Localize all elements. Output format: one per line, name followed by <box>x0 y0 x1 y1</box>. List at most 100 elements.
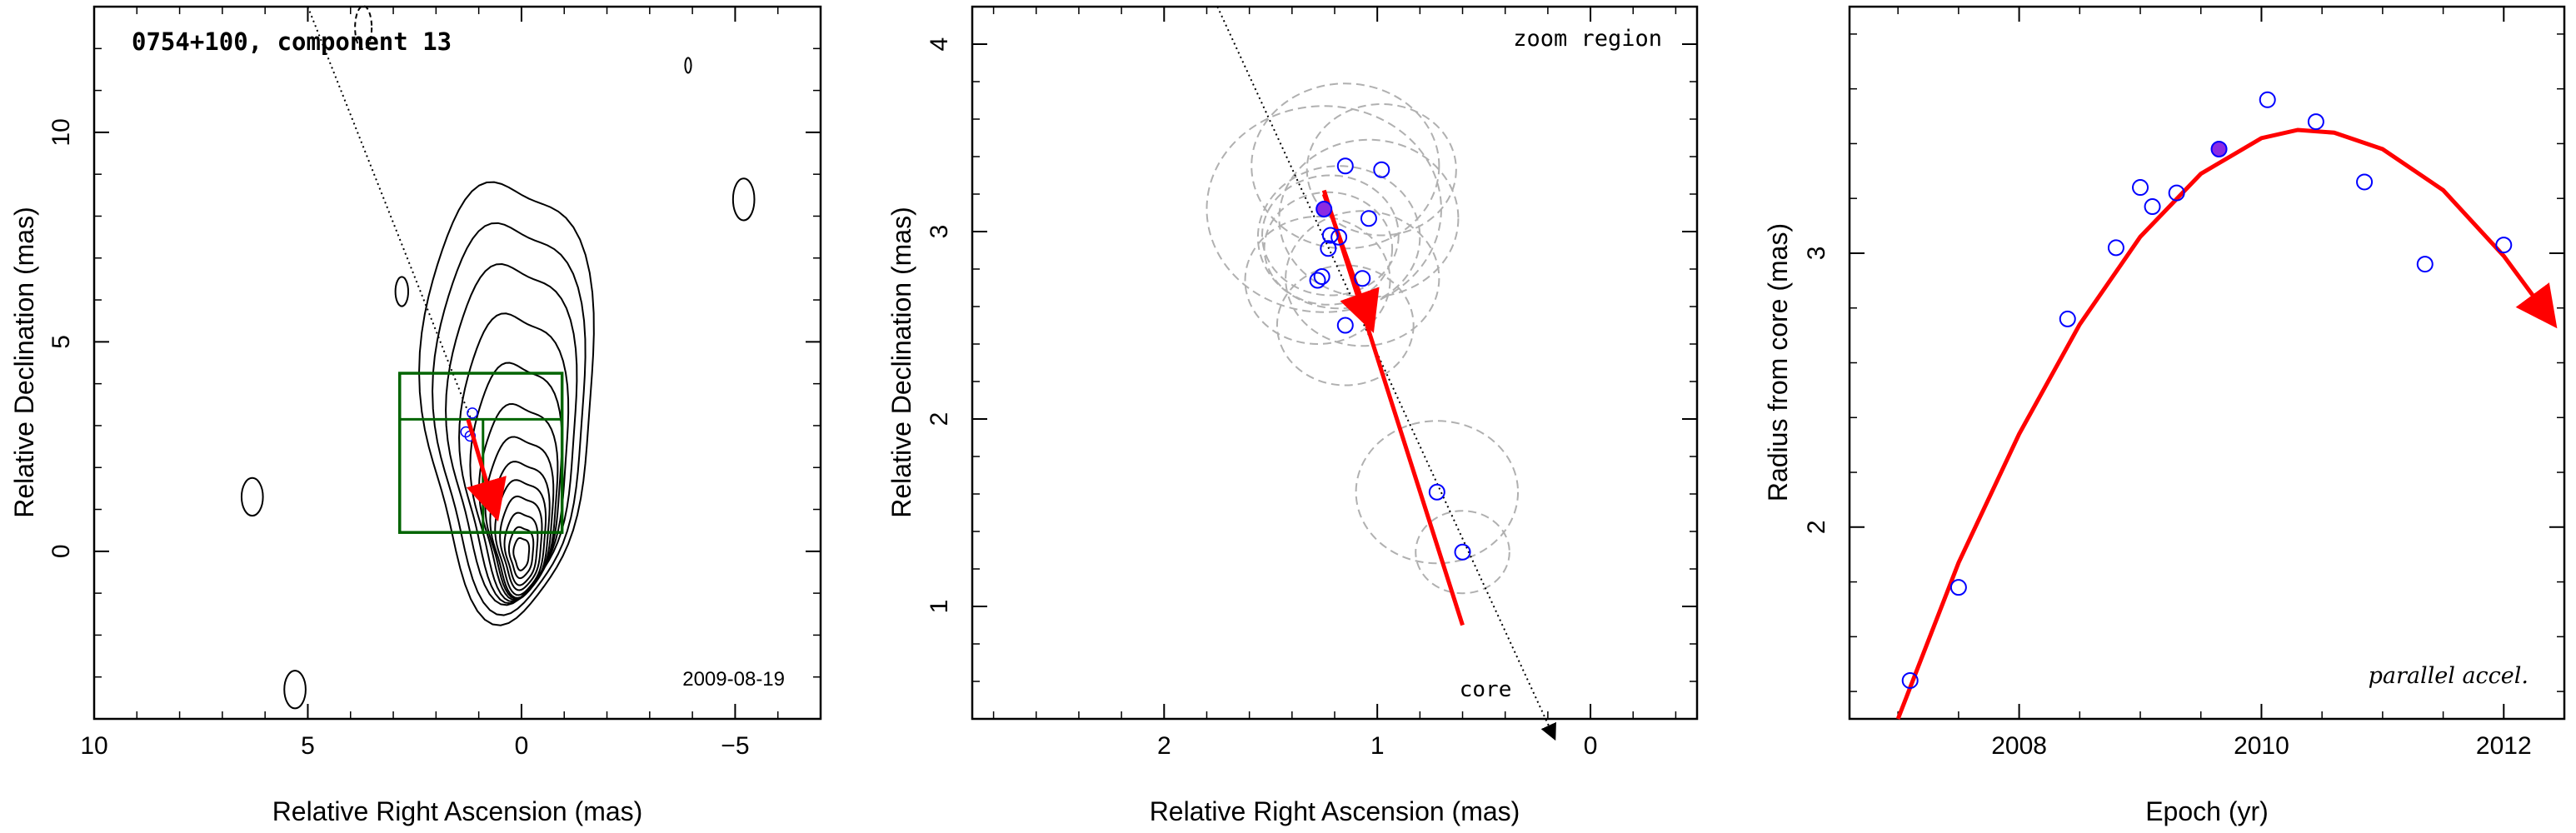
panel-map-title: 0754+100, component 13 <box>132 27 452 56</box>
epoch-point <box>1454 543 1471 561</box>
panel-radius-ticks: 2008 2010 2012 2 3 <box>1803 7 2564 760</box>
map-xtick-label: 0 <box>515 732 529 760</box>
map-ytick-label: 5 <box>47 335 75 349</box>
panel-zoom-ticks: 2 1 0 1 2 3 4 <box>926 6 1697 760</box>
radius-point <box>2416 256 2434 273</box>
map-ytick-label: 0 <box>47 544 75 558</box>
error-circle <box>1285 210 1440 347</box>
contour-blob <box>240 476 264 517</box>
radius-xtick-label: 2008 <box>1991 732 2047 760</box>
panel-map-ticks: 10 5 0 −5 0 5 10 <box>47 7 821 760</box>
trajectory-arrow <box>466 418 507 522</box>
map-xtick-label: 5 <box>301 732 315 760</box>
radius-point <box>2307 113 2324 131</box>
epoch-point <box>1336 317 1354 334</box>
radius-point <box>2356 173 2374 191</box>
map-xtick-label: −5 <box>721 732 749 760</box>
fit-curve <box>1895 127 2558 720</box>
contour-level <box>445 263 578 606</box>
epoch-point <box>1313 268 1330 285</box>
panel-map-xlabel: Relative Right Ascension (mas) <box>272 796 643 826</box>
error-circle <box>1305 103 1457 237</box>
radius-ytick-label: 2 <box>1803 520 1830 534</box>
epoch-point <box>1336 157 1354 175</box>
panel-radius-ylabel: Radius from core (mas) <box>1763 223 1793 501</box>
contour-blob <box>684 57 692 74</box>
zoom-ytick-label: 3 <box>926 225 953 239</box>
epoch-point <box>1330 228 1348 246</box>
epoch-point <box>1321 227 1339 244</box>
panel-map-date: 2009-08-19 <box>682 668 785 691</box>
velocity-arrow <box>1321 193 1380 333</box>
core-label: core <box>1460 677 1512 702</box>
map-xtick-label: 10 <box>80 732 107 760</box>
panel-zoom: zoom region Relative Right Ascension (ma… <box>886 5 1699 826</box>
panel-zoom-title: zoom region <box>1513 26 1662 52</box>
panel-map-ylabel: Relative Declination (mas) <box>9 207 39 517</box>
contour-level <box>484 436 555 600</box>
radius-point-current <box>2210 141 2228 157</box>
radius-point <box>2495 237 2513 254</box>
panel-map-frame <box>92 5 822 721</box>
error-circle <box>1355 420 1520 565</box>
panel-zoom-marks: core <box>1206 6 1556 741</box>
contour-level <box>432 222 587 616</box>
panel-radius-frame <box>1848 5 2566 721</box>
error-circle <box>1261 174 1400 297</box>
direction-line <box>307 6 472 418</box>
radius-point <box>1949 579 1967 596</box>
radius-point <box>1901 671 1919 689</box>
map-marker <box>467 407 478 419</box>
panel-map-overlay <box>307 6 564 534</box>
radius-point <box>2259 91 2276 108</box>
zoom-xtick-label: 0 <box>1584 732 1598 760</box>
epoch-point <box>1354 270 1371 287</box>
panel-radius: parallel accel. Epoch (yr) Radius from c… <box>1763 5 2566 826</box>
contour-level <box>507 526 535 580</box>
epoch-point <box>1309 272 1326 289</box>
contour-level <box>494 479 547 596</box>
contour-negative <box>354 5 373 51</box>
contour-map <box>240 5 756 710</box>
epoch-point <box>1360 210 1377 227</box>
contour-level <box>512 536 531 571</box>
error-circle <box>1256 165 1421 310</box>
radius-point <box>2168 184 2185 202</box>
zoom-xtick-label: 1 <box>1370 732 1385 760</box>
epoch-point <box>1320 240 1337 257</box>
radius-xtick-label: 2010 <box>2234 732 2289 760</box>
contour-level <box>458 312 570 605</box>
epoch-point <box>1373 161 1390 178</box>
panel-radius-xlabel: Epoch (yr) <box>2145 796 2269 826</box>
panel-zoom-xlabel: Relative Right Ascension (mas) <box>1150 796 1520 826</box>
panel-map: 0754+100, component 13 2009-08-19 Relati… <box>9 5 822 826</box>
contour-blob <box>731 177 756 222</box>
contour-level <box>489 461 551 599</box>
radius-ytick-label: 3 <box>1803 247 1830 261</box>
core-direction-line <box>1216 6 1556 741</box>
error-circle <box>1278 138 1460 298</box>
zoom-box <box>398 372 564 534</box>
contour-level <box>503 511 539 586</box>
radius-point <box>2144 198 2161 216</box>
zoom-ytick-label: 2 <box>926 412 953 426</box>
map-ytick-label: 10 <box>47 118 75 146</box>
error-circle <box>1276 264 1415 387</box>
panel-zoom-ylabel: Relative Declination (mas) <box>886 207 916 517</box>
panel-zoom-frame <box>971 5 1699 721</box>
radius-point <box>2132 179 2149 197</box>
error-circle <box>1263 191 1394 306</box>
contour-level <box>499 495 543 591</box>
panel-radius-annotation: parallel accel. <box>2369 663 2529 689</box>
zoom-ytick-label: 1 <box>926 600 953 614</box>
panel-radius-marks <box>1895 91 2558 720</box>
epoch-point-current <box>1315 201 1333 217</box>
radius-point <box>2059 310 2076 327</box>
radius-xtick-label: 2012 <box>2476 732 2532 760</box>
radius-point <box>2107 239 2124 257</box>
error-circle <box>1415 510 1510 595</box>
contour-level <box>418 181 595 626</box>
contour-blob <box>283 670 307 710</box>
contour-blob <box>394 276 410 307</box>
